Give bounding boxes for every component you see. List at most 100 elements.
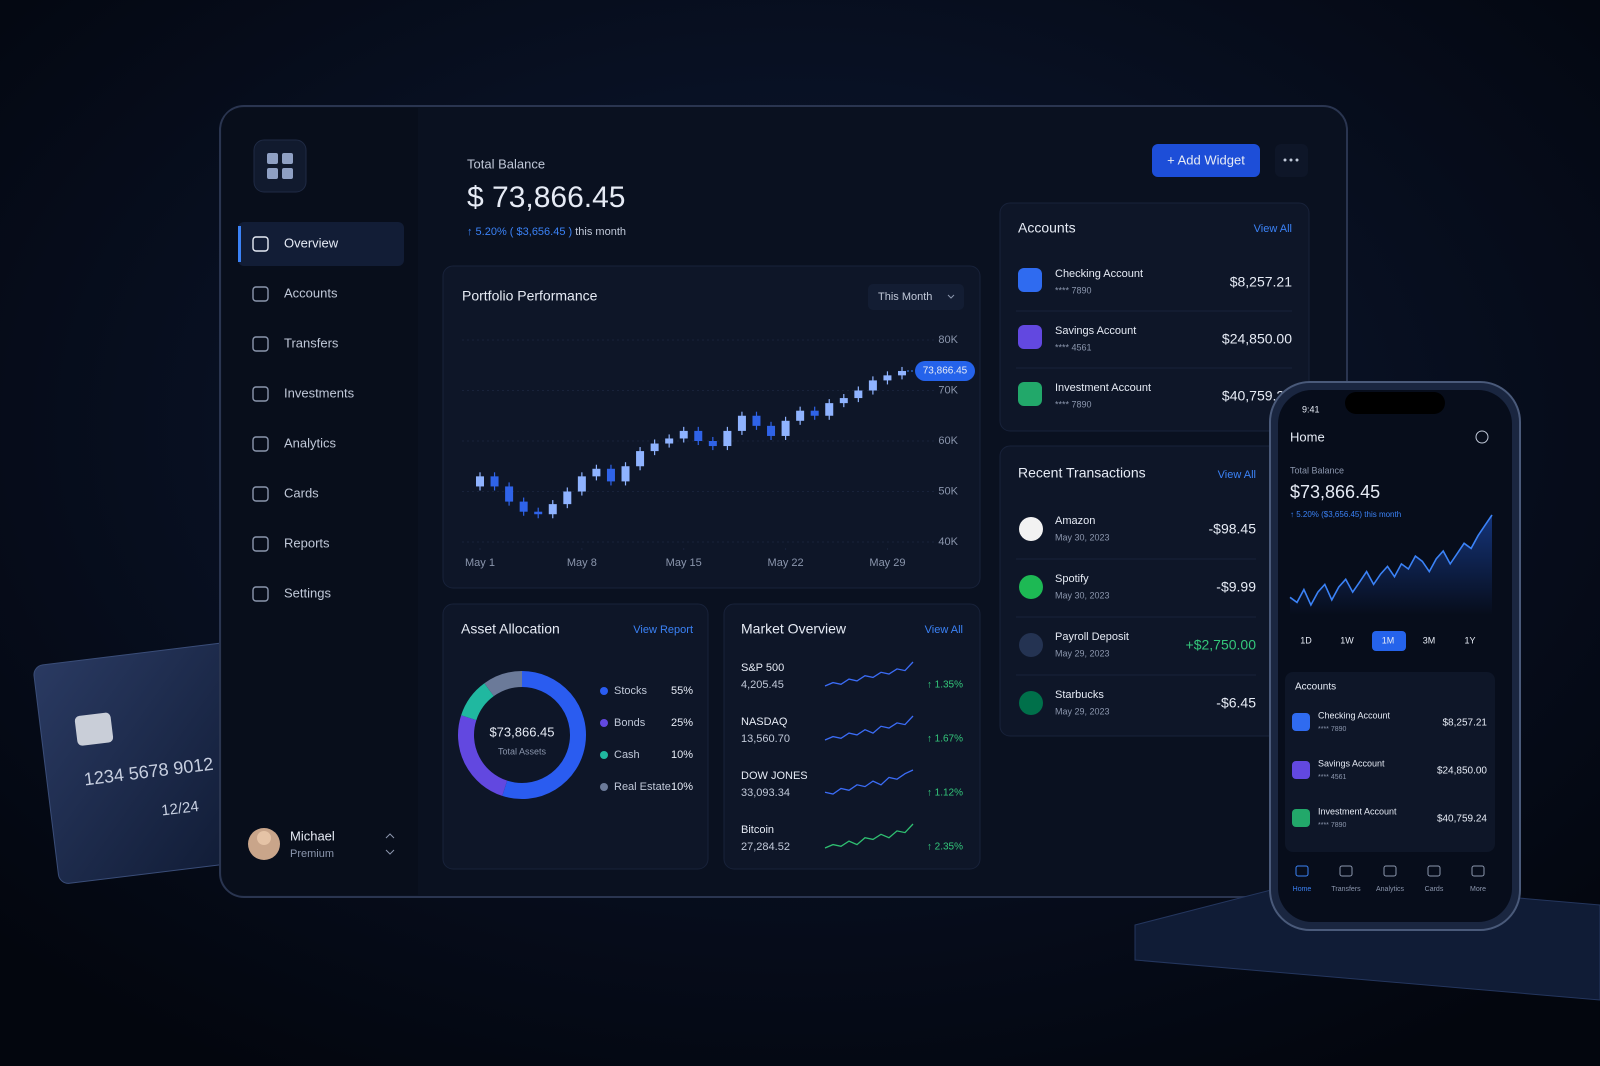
nav-item[interactable]: Cards bbox=[284, 485, 319, 500]
market-change: ↑ 1.12% bbox=[927, 788, 963, 799]
balance-change: ↑ 5.20% ( $3,656.45 ) this month bbox=[467, 226, 626, 238]
candle-body bbox=[854, 390, 863, 399]
range-button[interactable]: 1W bbox=[1340, 635, 1354, 645]
nav-item[interactable]: Transfers bbox=[284, 335, 339, 350]
y-tick-label: 60K bbox=[938, 435, 958, 447]
icon-part bbox=[1283, 158, 1287, 162]
candle-body bbox=[752, 415, 761, 426]
market-title: Market Overview bbox=[741, 621, 847, 637]
nav-item[interactable]: Analytics bbox=[284, 435, 337, 450]
transaction-amount: -$98.45 bbox=[1209, 521, 1257, 537]
phone-nav-item[interactable]: Transfers bbox=[1331, 886, 1361, 893]
transactions-link[interactable]: View All bbox=[1218, 469, 1256, 481]
candle-body bbox=[810, 410, 819, 416]
portfolio-title: Portfolio Performance bbox=[462, 288, 598, 304]
transaction-name: Spotify bbox=[1055, 573, 1089, 585]
nav-item[interactable]: Overview bbox=[284, 235, 339, 250]
market-name: DOW JONES bbox=[741, 770, 808, 782]
icon-part bbox=[267, 153, 278, 164]
phone-ranges: 1D 1W 1M 3M 1Y bbox=[1300, 635, 1475, 645]
transaction-date: May 29, 2023 bbox=[1055, 706, 1110, 716]
accounts-link[interactable]: View All bbox=[1254, 223, 1292, 235]
change-period: this month bbox=[575, 226, 626, 238]
legend-label: Cash bbox=[614, 749, 640, 761]
transaction-date: May 30, 2023 bbox=[1055, 590, 1110, 600]
phone-time: 9:41 bbox=[1302, 404, 1320, 414]
phone-profile[interactable] bbox=[1475, 430, 1489, 444]
phone-accounts-card bbox=[1285, 672, 1495, 852]
account-amount: $24,850.00 bbox=[1222, 331, 1292, 347]
phone-trend-area bbox=[1290, 515, 1492, 615]
donut-segment bbox=[458, 715, 508, 796]
account-mask: **** 4561 bbox=[1055, 342, 1092, 352]
legend-label: Stocks bbox=[614, 685, 648, 697]
nav-icon bbox=[252, 236, 269, 252]
phone-nav-item[interactable]: Analytics bbox=[1376, 886, 1405, 893]
accounts-list: Checking Account **** 7890 $8,257.21 Saving… bbox=[1016, 268, 1292, 409]
range-button[interactable]: 1Y bbox=[1464, 635, 1475, 645]
nav-active-bar bbox=[238, 226, 241, 262]
y-tick-label: 40K bbox=[938, 536, 958, 548]
phone-account-icon bbox=[1292, 761, 1310, 779]
market-name: NASDAQ bbox=[741, 716, 788, 728]
user-menu[interactable] bbox=[385, 833, 395, 855]
candle-body bbox=[883, 375, 892, 381]
merchant-icon bbox=[1019, 691, 1043, 715]
phone-nav-item[interactable]: More bbox=[1470, 886, 1486, 893]
range-button[interactable]: 3M bbox=[1423, 635, 1436, 645]
candle-body bbox=[825, 403, 834, 416]
y-tick-label: 70K bbox=[938, 384, 958, 396]
nav-item[interactable]: Investments bbox=[284, 385, 355, 400]
legend-value: 10% bbox=[671, 781, 693, 793]
market-link[interactable]: View All bbox=[925, 624, 963, 636]
phone-account-amount: $8,257.21 bbox=[1443, 718, 1488, 729]
legend-dot bbox=[600, 751, 608, 759]
nav-icon bbox=[252, 486, 269, 502]
phone-account-name: Checking Account bbox=[1318, 710, 1391, 720]
nav-item[interactable]: Settings bbox=[284, 585, 331, 600]
range-dropdown[interactable] bbox=[868, 284, 964, 310]
market-card bbox=[723, 603, 981, 870]
candle-body bbox=[577, 476, 586, 492]
add-widget-button[interactable] bbox=[1152, 144, 1260, 177]
nav-item[interactable]: Accounts bbox=[284, 285, 338, 300]
phone-nav-item[interactable]: Home bbox=[1293, 886, 1312, 893]
range-active bbox=[1372, 631, 1406, 651]
legend-value: 25% bbox=[671, 717, 693, 729]
account-mask: **** 7890 bbox=[1055, 285, 1092, 295]
legend-value: 10% bbox=[671, 749, 693, 761]
candle-body bbox=[490, 476, 499, 487]
card-expiry: 12/24 bbox=[160, 798, 199, 819]
logo bbox=[253, 139, 307, 193]
market-value: 4,205.45 bbox=[741, 679, 784, 691]
nav-item[interactable]: Reports bbox=[284, 535, 330, 550]
candle-body bbox=[868, 380, 877, 391]
last-price-tag bbox=[915, 360, 975, 381]
legend-label: Real Estate bbox=[614, 781, 671, 793]
y-tick-label: 50K bbox=[938, 485, 958, 497]
market-trend bbox=[824, 661, 914, 687]
account-icon bbox=[1018, 268, 1042, 292]
donut-segment bbox=[461, 683, 495, 721]
portfolio-chart: 40K 50K 60K 70K 80K May 1 May 8 May 15 May 22 May… bbox=[462, 334, 975, 569]
merchant-icon bbox=[1019, 633, 1043, 657]
market-trend bbox=[824, 769, 914, 795]
transactions-list: Amazon May 30, 2023 -$98.45 Spotify May 30, … bbox=[1016, 515, 1256, 716]
range-button[interactable]: 1M bbox=[1382, 635, 1395, 645]
nav-icon bbox=[252, 386, 269, 402]
logo-icon bbox=[267, 153, 293, 179]
balance: $ 73,866.45 bbox=[467, 181, 625, 214]
account-name: Investment Account bbox=[1055, 382, 1151, 394]
donut-total: $73,866.45 bbox=[489, 724, 554, 739]
nav-icon bbox=[252, 536, 269, 552]
range-button[interactable]: 1D bbox=[1300, 635, 1312, 645]
view-report-link[interactable]: View Report bbox=[633, 624, 693, 636]
phone-balance-label: Total Balance bbox=[1290, 465, 1344, 475]
phone-nav-item[interactable]: Cards bbox=[1425, 886, 1444, 893]
user-name: Michael bbox=[290, 828, 335, 843]
candle-body bbox=[781, 420, 790, 436]
icon-part bbox=[282, 168, 293, 179]
phone-nav-icon bbox=[1383, 865, 1397, 877]
candle-body bbox=[621, 466, 630, 482]
